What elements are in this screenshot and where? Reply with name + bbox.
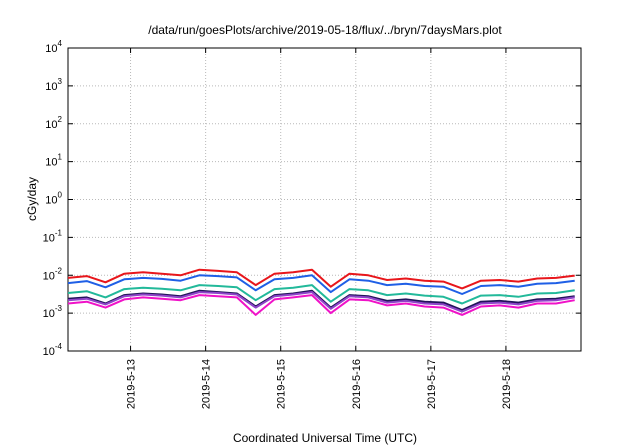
y-tick-label: 10-3 — [43, 304, 63, 320]
series-line-6 — [67, 294, 575, 316]
y-tick-label: 10-1 — [43, 228, 63, 244]
chart-title: /data/run/goesPlots/archive/2019-05-18/f… — [148, 23, 502, 37]
series-line-3 — [67, 284, 575, 305]
x-tick-label: 2019-5-14 — [201, 359, 213, 409]
series-line-2 — [67, 274, 575, 295]
ticks: 10-4 10-3 10-2 10-1 100 101 102 103 104 2019-5-13… — [43, 39, 581, 409]
y-tick-label: 102 — [45, 115, 62, 131]
series-group — [67, 268, 575, 316]
x-axis-label: Coordinated Universal Time (UTC) — [233, 431, 417, 445]
x-tick-label: 2019-5-18 — [501, 359, 513, 409]
series-line-5 — [67, 291, 575, 313]
x-tick-label: 2019-5-17 — [426, 359, 438, 409]
y-tick-label: 103 — [45, 77, 62, 93]
y-tick-label: 10-4 — [43, 342, 63, 358]
series-line-1 — [67, 268, 575, 290]
y-tick-label: 101 — [45, 153, 62, 169]
x-tick-label: 2019-5-15 — [276, 359, 288, 409]
x-tick-label: 2019-5-16 — [351, 359, 363, 409]
y-tick-label: 104 — [45, 39, 62, 55]
y-tick-label: 100 — [45, 191, 62, 207]
x-tick-label: 2019-5-13 — [126, 359, 138, 409]
y-axis-label: cGy/day — [25, 177, 39, 221]
y-tick-label: 10-2 — [43, 266, 63, 282]
